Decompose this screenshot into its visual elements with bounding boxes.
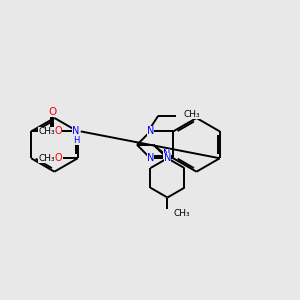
Text: CH₃: CH₃ [174, 208, 190, 217]
Text: H: H [73, 136, 79, 145]
Text: CH₃: CH₃ [184, 110, 201, 119]
Text: O: O [55, 126, 62, 136]
Text: N: N [164, 153, 171, 163]
Text: O: O [49, 107, 57, 117]
Text: N: N [163, 149, 170, 159]
Text: CH₃: CH₃ [38, 154, 55, 163]
Text: N: N [147, 153, 154, 163]
Text: CH₃: CH₃ [38, 127, 55, 136]
Text: N: N [147, 126, 154, 136]
Text: O: O [55, 153, 62, 163]
Text: N: N [72, 126, 80, 136]
